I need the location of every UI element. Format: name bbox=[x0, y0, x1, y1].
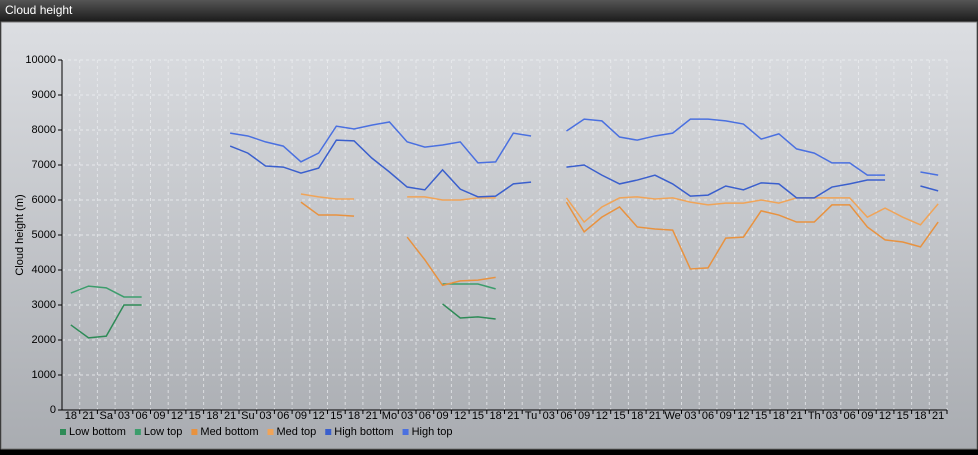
x-tick-label: 06 bbox=[702, 410, 714, 422]
legend-swatch bbox=[267, 429, 274, 435]
x-tick-label: Sa bbox=[100, 410, 114, 422]
x-tick-label: 09 bbox=[720, 410, 732, 422]
x-tick-label: 15 bbox=[755, 410, 767, 422]
legend-label: Med bottom bbox=[200, 426, 258, 438]
chart-title: Cloud height bbox=[5, 3, 73, 17]
x-tick-label: 06 bbox=[844, 410, 856, 422]
x-tick-label: 15 bbox=[472, 410, 484, 422]
axes: 0 1000 2000 3000 4000 5000 6000 7000 8000 9000 100… bbox=[25, 54, 948, 422]
x-tick-label: 15 bbox=[330, 410, 342, 422]
x-tick-label: We bbox=[664, 410, 680, 422]
legend: Low bottom Low top Med bottom Med top High b… bbox=[60, 426, 453, 438]
x-tick-label: 09 bbox=[436, 410, 448, 422]
x-tick-label: 15 bbox=[613, 410, 625, 422]
x-tick-label: 03 bbox=[543, 410, 555, 422]
y-tick-label: 6000 bbox=[32, 194, 56, 206]
x-tick-label: 06 bbox=[560, 410, 572, 422]
x-tick-label: 21 bbox=[649, 410, 661, 422]
y-tick-label: 5000 bbox=[32, 229, 56, 241]
y-tick-label: 4000 bbox=[32, 264, 56, 276]
x-tick-label: 06 bbox=[136, 410, 148, 422]
x-tick-label: 18 bbox=[65, 410, 77, 422]
x-tick-label: 09 bbox=[578, 410, 590, 422]
legend-label: High top bbox=[412, 426, 453, 438]
series-line bbox=[300, 201, 939, 287]
x-tick-label: Th bbox=[808, 410, 821, 422]
x-tick-label: Tu bbox=[525, 410, 537, 422]
x-tick-label: 18 bbox=[490, 410, 502, 422]
x-tick-label: 21 bbox=[366, 410, 378, 422]
x-tick-label: 03 bbox=[826, 410, 838, 422]
series-line bbox=[70, 283, 496, 298]
series-line bbox=[229, 139, 939, 199]
y-tick-label: 10000 bbox=[25, 54, 56, 66]
x-tick-label: 03 bbox=[401, 410, 413, 422]
x-tick-label: 12 bbox=[454, 410, 466, 422]
y-axis-label: Cloud height (m) bbox=[14, 194, 26, 275]
y-tick-label: 1000 bbox=[32, 369, 56, 381]
legend-swatch bbox=[134, 429, 141, 435]
x-tick-label: 18 bbox=[206, 410, 218, 422]
x-tick-label: 18 bbox=[348, 410, 360, 422]
grid bbox=[61, 59, 948, 411]
y-tick-label: 7000 bbox=[32, 159, 56, 171]
x-tick-label: 21 bbox=[790, 410, 802, 422]
x-tick-label: 18 bbox=[914, 410, 926, 422]
x-tick-label: 03 bbox=[118, 410, 130, 422]
x-tick-label: 12 bbox=[879, 410, 891, 422]
x-tick-label: 12 bbox=[313, 410, 325, 422]
x-tick-label: 18 bbox=[773, 410, 785, 422]
x-tick-label: 09 bbox=[295, 410, 307, 422]
x-tick-label: 06 bbox=[419, 410, 431, 422]
x-tick-label: 03 bbox=[259, 410, 271, 422]
y-tick-label: 0 bbox=[50, 404, 56, 416]
series-line bbox=[230, 118, 939, 176]
y-tick-label: 8000 bbox=[32, 124, 56, 136]
legend-swatch bbox=[402, 429, 409, 435]
x-tick-label: 12 bbox=[596, 410, 608, 422]
legend-swatch bbox=[191, 429, 198, 435]
x-tick-label: 09 bbox=[861, 410, 873, 422]
y-tick-label: 2000 bbox=[32, 334, 56, 346]
series-line bbox=[300, 193, 939, 226]
x-tick-label: 21 bbox=[82, 410, 94, 422]
x-tick-label: 03 bbox=[684, 410, 696, 422]
x-tick-label: 06 bbox=[277, 410, 289, 422]
x-tick-label: 21 bbox=[507, 410, 519, 422]
legend-swatch bbox=[325, 429, 332, 435]
legend-label: Low bottom bbox=[69, 426, 126, 438]
x-tick-label: 15 bbox=[189, 410, 201, 422]
x-tick-label: 21 bbox=[932, 410, 944, 422]
y-tick-label: 3000 bbox=[32, 299, 56, 311]
x-tick-label: 21 bbox=[224, 410, 236, 422]
series-line bbox=[70, 303, 496, 339]
title-bar bbox=[0, 0, 978, 22]
y-tick-label: 9000 bbox=[32, 89, 56, 101]
legend-swatch bbox=[60, 429, 66, 435]
x-tick-label: 15 bbox=[897, 410, 909, 422]
legend-label: High bottom bbox=[334, 426, 393, 438]
series-lines bbox=[70, 118, 939, 339]
x-tick-label: 12 bbox=[737, 410, 749, 422]
x-tick-label: Su bbox=[241, 410, 254, 422]
legend-label: Low top bbox=[144, 426, 183, 438]
x-tick-label: 12 bbox=[171, 410, 183, 422]
x-tick-label: Mo bbox=[382, 410, 397, 422]
x-tick-label: 09 bbox=[153, 410, 165, 422]
x-tick-label: 18 bbox=[631, 410, 643, 422]
legend-label: Med top bbox=[277, 426, 317, 438]
